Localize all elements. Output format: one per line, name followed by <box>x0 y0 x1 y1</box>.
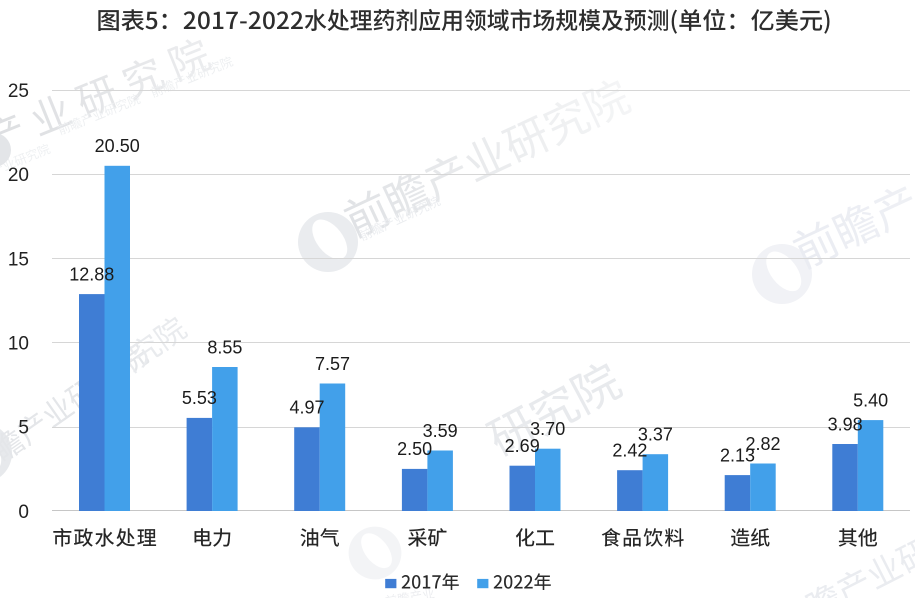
svg-text:2.82: 2.82 <box>745 434 780 454</box>
svg-text:25: 25 <box>8 81 29 102</box>
svg-text:3.70: 3.70 <box>530 419 565 439</box>
svg-text:0: 0 <box>18 502 29 523</box>
svg-text:5.40: 5.40 <box>853 390 888 410</box>
svg-text:2.50: 2.50 <box>397 439 432 459</box>
svg-text:5.53: 5.53 <box>182 388 217 408</box>
svg-text:3.98: 3.98 <box>828 414 863 434</box>
svg-text:5: 5 <box>18 418 29 439</box>
svg-text:3.59: 3.59 <box>423 421 458 441</box>
svg-text:8.55: 8.55 <box>207 337 242 357</box>
svg-text:15: 15 <box>8 249 29 270</box>
svg-text:3.37: 3.37 <box>638 425 673 445</box>
svg-text:20: 20 <box>8 165 29 186</box>
svg-text:20.50: 20.50 <box>95 136 140 156</box>
svg-text:2.13: 2.13 <box>720 445 755 465</box>
svg-text:7.57: 7.57 <box>315 354 350 374</box>
svg-text:2.42: 2.42 <box>612 441 647 461</box>
svg-text:10: 10 <box>8 334 29 355</box>
svg-text:4.97: 4.97 <box>289 398 324 418</box>
svg-text:2.69: 2.69 <box>505 436 540 456</box>
svg-text:12.88: 12.88 <box>69 264 114 284</box>
